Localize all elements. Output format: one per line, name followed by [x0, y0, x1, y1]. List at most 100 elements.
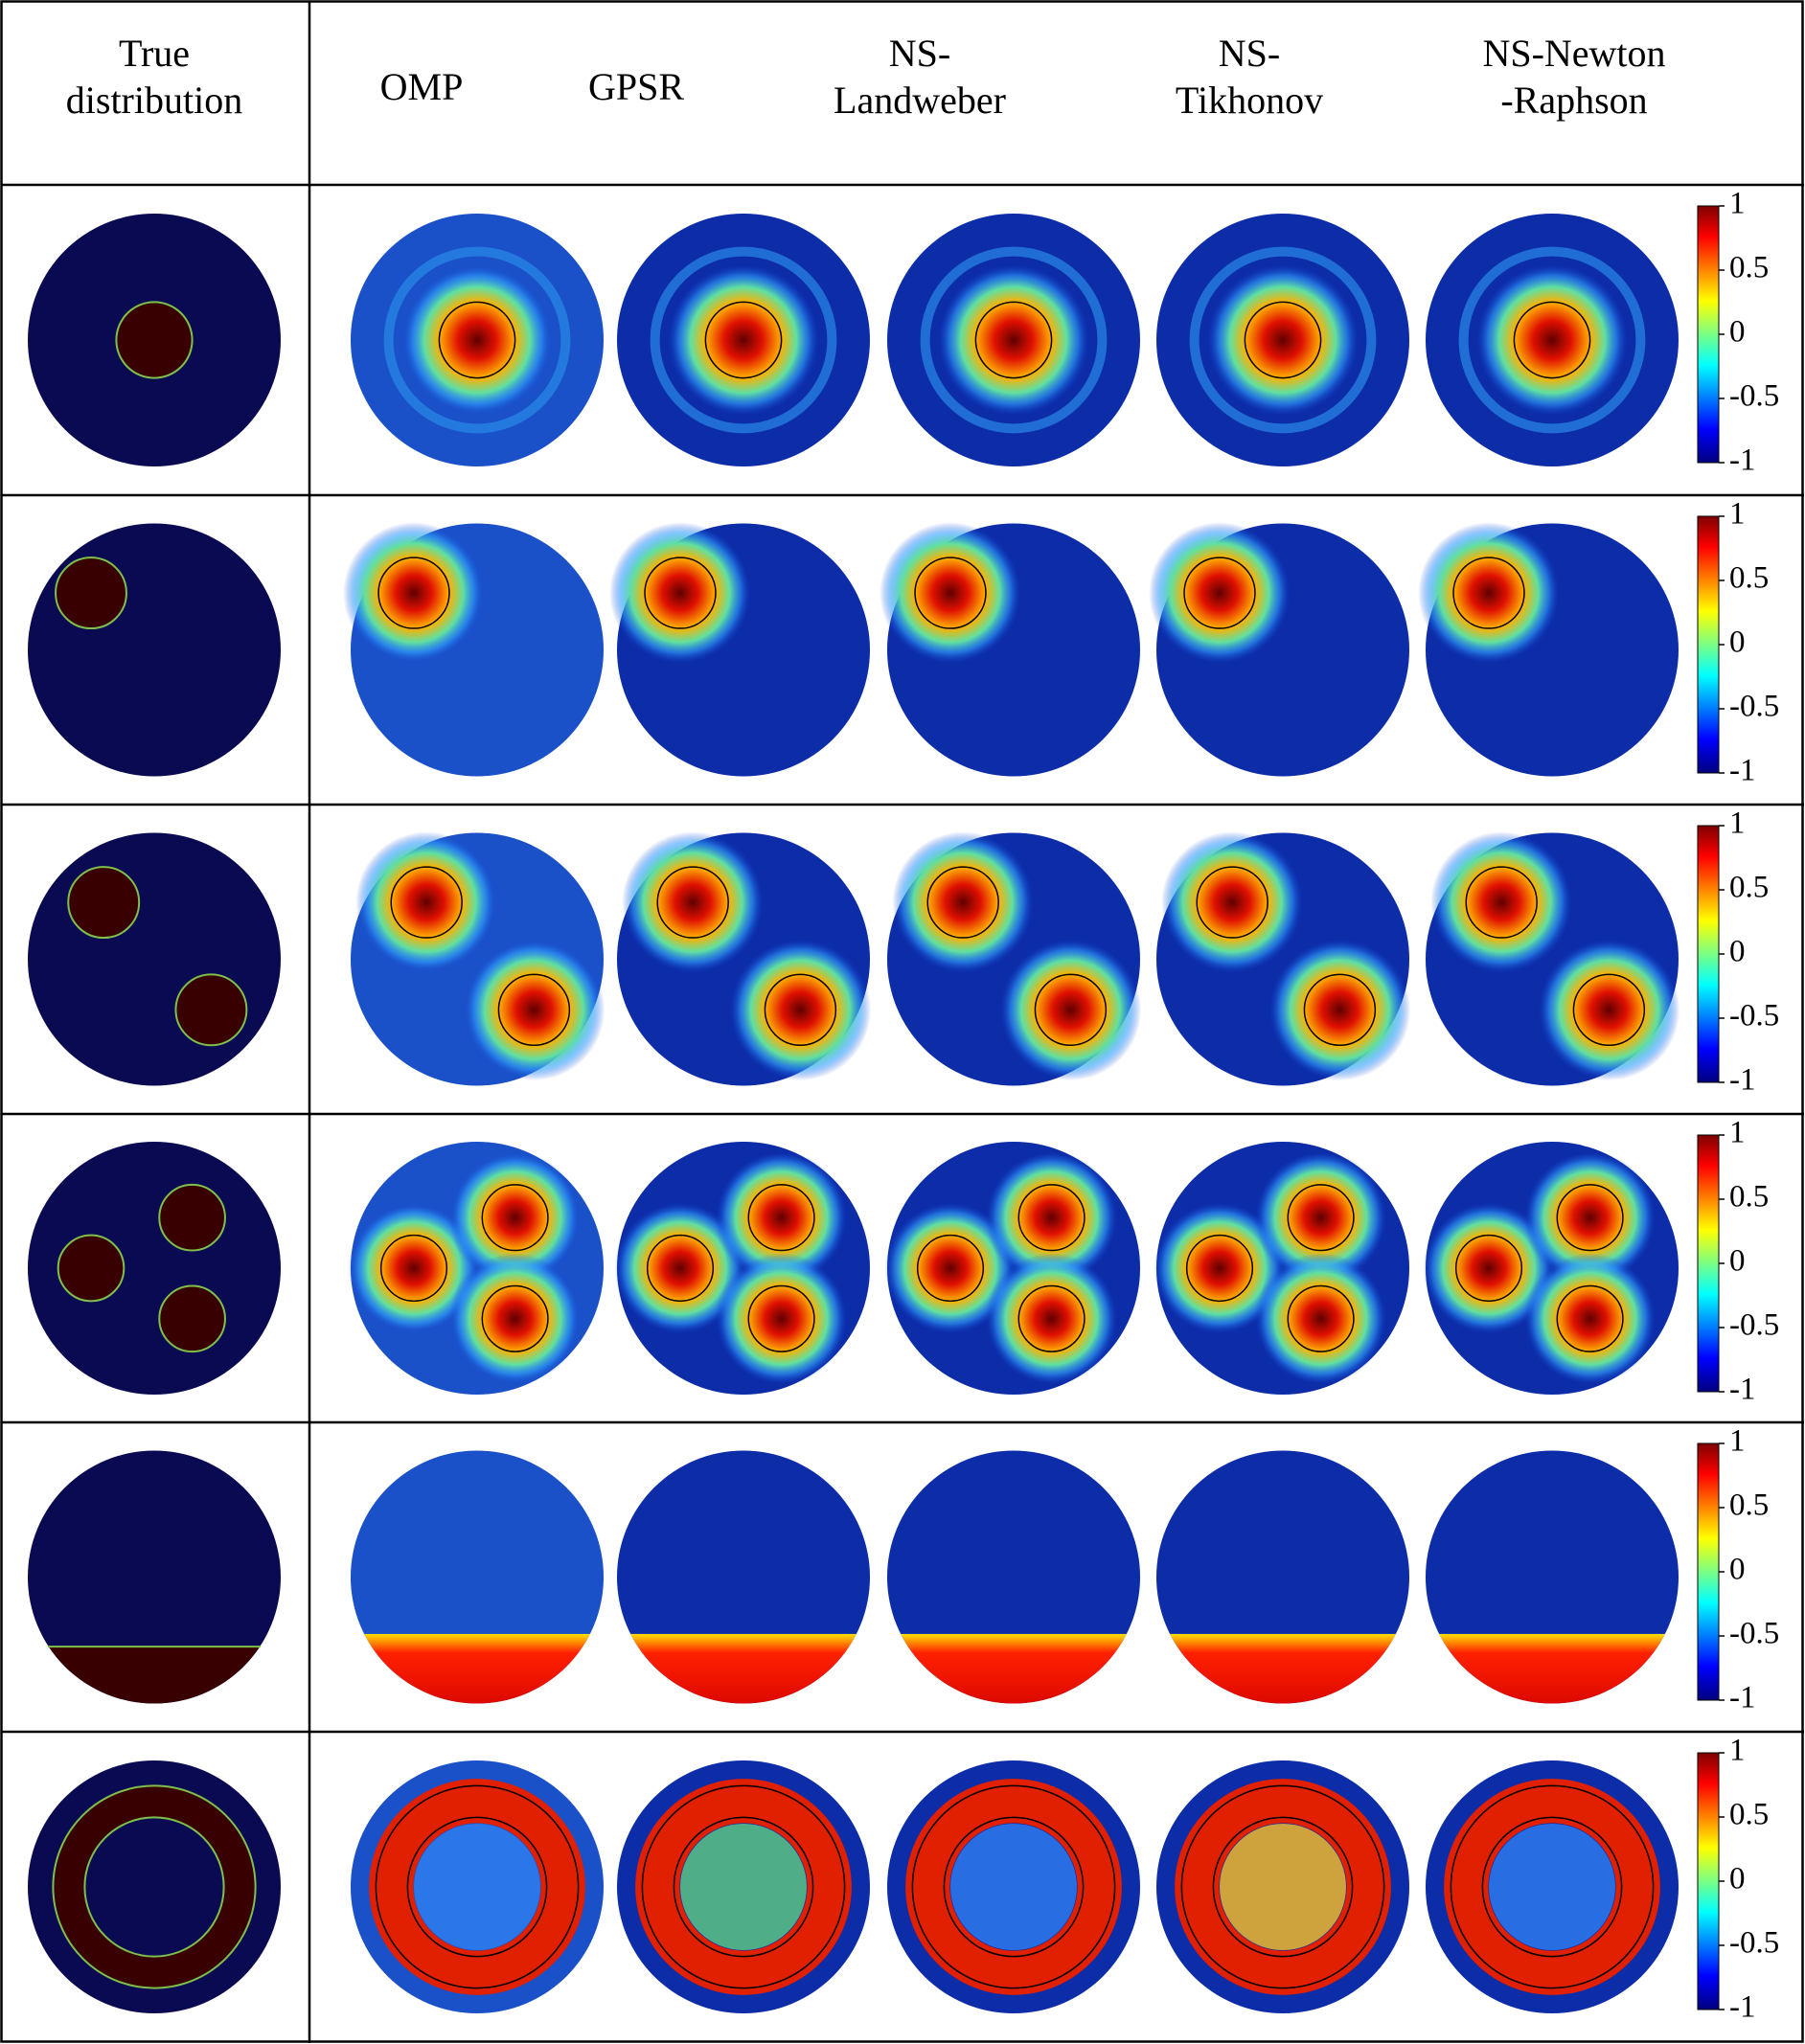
colorbar-tick-label: 1 — [1729, 1734, 1746, 1768]
recon-outline — [1017, 1184, 1085, 1252]
column-header: -Raphson — [1500, 79, 1647, 122]
recon-blob — [985, 1151, 1118, 1283]
true-disc — [28, 523, 281, 777]
recon-blob — [355, 831, 498, 974]
colorbar-tick-label: -1 — [1729, 1681, 1756, 1715]
recon-outline — [1017, 1284, 1085, 1352]
recon-outline — [1556, 1284, 1624, 1352]
recon-outline — [1034, 973, 1108, 1047]
recon-outline — [1185, 1234, 1254, 1303]
true-inclusion — [158, 1284, 226, 1353]
recon-blob — [609, 522, 751, 665]
colorbar-tick-label: 1 — [1729, 1116, 1746, 1150]
recon-blob — [1538, 939, 1680, 1081]
colorbar-tick-label: -1 — [1729, 1063, 1756, 1098]
recon-blob — [1423, 1202, 1555, 1334]
recon-outline — [377, 556, 450, 629]
recon-outline — [914, 556, 987, 629]
colorbar-tick-label: 0 — [1729, 935, 1746, 969]
recon-outline — [656, 866, 729, 939]
column-header: True — [119, 32, 190, 75]
recon-blob — [715, 1151, 848, 1283]
recon-outline — [1450, 1784, 1655, 1989]
recon-outline — [1572, 973, 1646, 1047]
recon-blob — [1268, 939, 1411, 1081]
colorbar-tick-label: 0 — [1729, 315, 1746, 350]
recon-blob — [1430, 831, 1573, 974]
recon-ring — [1189, 246, 1377, 434]
recon-outline — [1180, 1784, 1385, 1989]
recon-outline — [1212, 1816, 1354, 1958]
recon-blob — [729, 939, 872, 1081]
recon-outline — [1465, 866, 1538, 939]
recon-ring — [920, 246, 1108, 434]
recon-outline — [375, 1784, 580, 1989]
recon-outline — [644, 556, 717, 629]
recon-blob — [1254, 1253, 1387, 1385]
true-disc — [28, 1450, 281, 1704]
recon-ring — [369, 1779, 585, 1995]
true-boundary — [83, 1816, 225, 1958]
true-inclusion — [55, 556, 127, 630]
column-header: NS- — [889, 32, 950, 75]
recon-band — [1156, 1633, 1409, 1704]
column-header: Landweber — [834, 79, 1006, 122]
colorbar-tick-label: 0.5 — [1729, 1180, 1769, 1215]
colorbar — [1697, 1442, 1720, 1701]
colorbar-tick-label: -1 — [1729, 1373, 1756, 1407]
recon-outline — [747, 1284, 815, 1352]
recon-outline — [764, 973, 837, 1047]
recon-blob — [1523, 1253, 1656, 1385]
recon-blob — [985, 1253, 1118, 1385]
recon-ring — [1444, 1779, 1660, 1995]
recon-outline — [1452, 556, 1525, 629]
recon-blob — [880, 522, 1021, 665]
recon-blob — [448, 1253, 582, 1385]
colorbar — [1697, 1752, 1720, 2010]
recon-outline — [1287, 1284, 1355, 1352]
recon-outline — [481, 1184, 549, 1252]
colorbar-tick-label: 1 — [1729, 806, 1746, 841]
colorbar-tick-label: 0 — [1729, 1244, 1746, 1279]
column-header: Tikhonov — [1176, 79, 1323, 122]
recon-outline — [1303, 973, 1377, 1047]
recon-ring — [383, 246, 571, 434]
recon-outline — [406, 1816, 548, 1958]
recon-blob — [892, 831, 1035, 974]
true-inclusion — [115, 301, 194, 379]
true-inclusion — [52, 1784, 257, 1989]
recon-band — [351, 1633, 604, 1704]
recon-blob — [1523, 1151, 1656, 1283]
colorbar-tick-label: 0 — [1729, 1553, 1746, 1587]
recon-outline — [641, 1784, 846, 1989]
colorbar-tick-label: -0.5 — [1729, 999, 1779, 1033]
recon-ring — [1458, 246, 1646, 434]
recon-blob — [1206, 263, 1359, 417]
recon-blob — [400, 263, 554, 417]
recon-outline — [646, 1234, 715, 1303]
colorbar-tick-label: 1 — [1729, 187, 1746, 221]
colorbar-tick-label: -1 — [1729, 754, 1756, 788]
recon-band — [617, 1633, 870, 1704]
recon-blob — [1475, 263, 1629, 417]
recon-outline — [1454, 1234, 1523, 1303]
true-inclusion — [28, 1647, 281, 1704]
true-inclusion — [158, 1183, 226, 1252]
recon-band — [1426, 1633, 1679, 1704]
column-header: distribution — [66, 79, 242, 122]
recon-center — [680, 1824, 807, 1950]
recon-center — [1489, 1824, 1615, 1950]
colorbar-tick-label: 0.5 — [1729, 871, 1769, 905]
colorbar-tick-label: 0.5 — [1729, 1488, 1769, 1523]
colorbar-tick-label: 0 — [1729, 1862, 1746, 1896]
recon-outline — [943, 1816, 1085, 1958]
recon-outline — [1183, 556, 1256, 629]
colorbar-tick-label: 1 — [1729, 1424, 1746, 1459]
colorbar-tick-label: 0 — [1729, 625, 1746, 660]
recon-center — [414, 1824, 540, 1950]
colorbar-tick-label: -1 — [1729, 443, 1756, 478]
recon-outline — [673, 1816, 814, 1958]
colorbar — [1697, 825, 1720, 1083]
recon-outline — [1244, 301, 1322, 379]
